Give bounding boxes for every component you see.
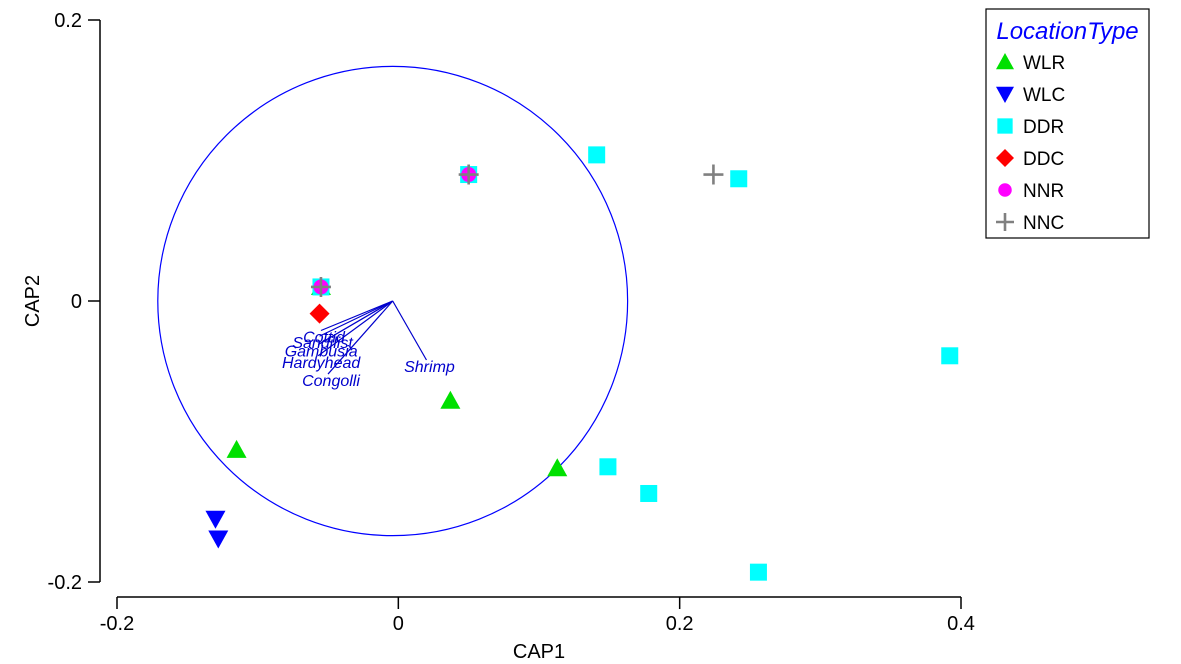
legend-item-nnc: NNC (996, 213, 1064, 234)
point-wlr (226, 439, 247, 458)
point-ddr (730, 170, 748, 188)
legend-item-ddr: DDR (997, 117, 1064, 138)
legend-label: NNR (1023, 181, 1064, 202)
correlation-circle (157, 65, 629, 537)
vector-label: Sandilist (292, 335, 353, 352)
series-nnc (310, 164, 724, 297)
legend-marker-wlc (996, 86, 1014, 103)
series-nnr (313, 167, 477, 295)
vector-line (319, 300, 393, 337)
legend-label: DDR (1023, 117, 1064, 138)
legend-label: NNC (1023, 213, 1064, 234)
point-wlr (440, 390, 461, 409)
legend-box (985, 8, 1150, 239)
legend-marker-nnr (998, 183, 1012, 197)
point-ddr (640, 484, 658, 502)
point-wlc (208, 530, 229, 549)
y-tick-label: -0.2 (48, 572, 82, 594)
vector-line (317, 300, 394, 346)
x-tick-label: 0.4 (947, 613, 975, 635)
legend-label: WLC (1023, 85, 1065, 106)
point-nnc (703, 164, 724, 185)
vector-line (320, 300, 393, 332)
point-nnc (458, 164, 479, 185)
x-tick-label: 0 (393, 613, 404, 635)
vector-label: Congolli (302, 373, 360, 390)
point-ddr (749, 563, 767, 581)
legend-title: LocationType (996, 18, 1138, 45)
vector-label: Hardyhead (282, 355, 361, 372)
legend-marker-ddr (997, 118, 1013, 134)
vector-line (327, 300, 394, 375)
x-axis-title: CAP1 (513, 641, 565, 663)
vector-label: Shrimp (404, 359, 455, 376)
legend-label: DDC (1023, 149, 1064, 170)
y-axis-title: CAP2 (22, 275, 44, 327)
vector-label: Cottid (303, 330, 346, 347)
series-ddc (309, 303, 330, 324)
axes-layer: 0.2 0 -0.2 -0.2 0 0.2 0.4 CAP1 CAP2 (22, 10, 975, 663)
vector-line (392, 300, 427, 361)
vector-line (317, 300, 394, 357)
points-layer (205, 146, 959, 581)
vector-label: Gambusia (285, 344, 358, 361)
legend-marker-wlr (996, 53, 1014, 70)
point-nnc (310, 276, 331, 297)
x-tick-label: -0.2 (100, 613, 134, 635)
point-ddr (599, 458, 617, 476)
legend-marker-ddc (996, 149, 1014, 167)
legend-marker-nnc (996, 213, 1014, 231)
point-wlc (205, 510, 226, 529)
y-tick-label: 0 (71, 291, 82, 313)
series-wlr (226, 276, 568, 477)
legend-item-wlr: WLR (996, 53, 1065, 74)
point-wlr (547, 458, 568, 477)
legend-item-ddc: DDC (996, 149, 1064, 170)
point-ddc (309, 303, 330, 324)
point-ddr (941, 347, 959, 365)
correlation-circle-layer (157, 65, 629, 537)
legend-label: WLR (1023, 53, 1065, 74)
vector-layer: CottidSandilistGambusiaHardyheadCongolli… (282, 300, 455, 390)
legend-item-nnr: NNR (998, 181, 1064, 202)
x-tick-label: 0.2 (666, 613, 694, 635)
series-wlc (205, 510, 229, 549)
legend: LocationType WLR WLC DDR DDC NNR NNC (985, 8, 1150, 239)
legend-item-wlc: WLC (996, 85, 1065, 106)
point-ddr (588, 146, 606, 164)
y-tick-label: 0.2 (54, 10, 82, 32)
